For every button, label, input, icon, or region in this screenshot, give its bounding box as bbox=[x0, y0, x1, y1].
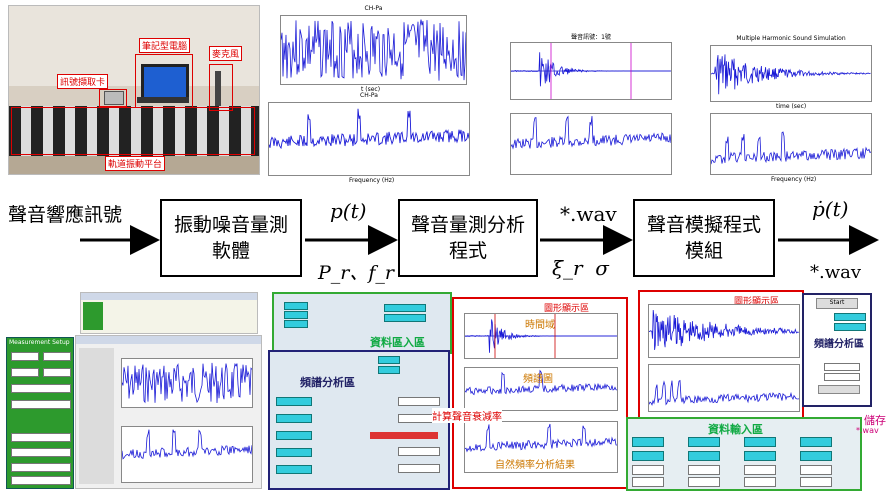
simulation-spectrum-panel: Start 頻譜分析區 bbox=[802, 293, 872, 407]
label-xi-sigma: ξ_r σ bbox=[552, 256, 609, 280]
box-analysis-program: 聲音量測分析程式 bbox=[398, 199, 538, 277]
decay-time-plot: 聲音訊號：1號 bbox=[510, 34, 672, 100]
label-p-dot-t: ṗ(t) bbox=[812, 197, 849, 221]
vibration-track bbox=[9, 106, 259, 158]
box-simulation-module: 聲音模擬程式模組 bbox=[633, 199, 775, 277]
scope-spectrum-svg bbox=[121, 429, 253, 460]
label-daq: 訊號擷取卡 bbox=[57, 74, 109, 89]
right-harmonic-svg bbox=[648, 309, 799, 350]
measurement-setup-panel: Measurement Setup bbox=[6, 337, 74, 489]
experiment-photo: 訊號擷取卡 筆記型電腦 麥克風 軌道振動平台 bbox=[8, 5, 260, 175]
decay-svg bbox=[510, 43, 671, 99]
time-signal-svg bbox=[280, 19, 467, 81]
box-measurement-software: 振動噪音量測軟體 bbox=[160, 199, 302, 277]
decay-spectrum-plot bbox=[510, 113, 672, 175]
flow-input-label: 聲音響應訊號 bbox=[8, 204, 123, 226]
top-spectrum-plot: CH-Pa Frequency (Hz) bbox=[268, 92, 470, 184]
label-wav-2: *.wav bbox=[810, 262, 862, 283]
harmonic-svg bbox=[711, 54, 871, 95]
right-input-label: 資料輸入區 bbox=[708, 423, 763, 436]
right-plot-area-label: 圖形顯示區 bbox=[734, 297, 780, 307]
scope-time-svg bbox=[121, 362, 253, 404]
right-spectrum-svg bbox=[648, 379, 800, 406]
decay-spectrum-svg bbox=[510, 115, 672, 150]
damping-label: 計算聲音衰減率 bbox=[432, 408, 502, 423]
mid-spectrum-svg bbox=[464, 369, 618, 396]
label-p-t: p(t) bbox=[330, 199, 367, 223]
simulation-plot-panel: 圖形顯示區 bbox=[638, 290, 804, 419]
mid-time-domain-label: 時間域 bbox=[525, 320, 555, 331]
top-time-plot: CH-Pa t (sec) bbox=[280, 5, 467, 93]
mid-plot-area-label: 圖形顯示區 bbox=[544, 304, 590, 314]
spectrum-area-label: 頻譜分析區 bbox=[300, 376, 355, 389]
sim-button-1[interactable] bbox=[818, 385, 860, 394]
table-window bbox=[80, 292, 258, 334]
harmonic-time-plot: Multiple Harmonic Sound Simulation time … bbox=[710, 35, 872, 110]
simulation-input-panel: 資料輸入區 bbox=[626, 417, 862, 491]
label-laptop: 筆記型電腦 bbox=[139, 38, 191, 53]
mid-spectrum-label: 頻譜圖 bbox=[523, 374, 553, 385]
label-pr-fr: P_r、f_r bbox=[318, 262, 394, 284]
label-track: 軌道振動平台 bbox=[105, 156, 166, 171]
mid-natural-label: 自然頻率分析結果 bbox=[495, 460, 575, 471]
start-button[interactable]: Start bbox=[816, 298, 858, 309]
harmonic-spectrum-svg bbox=[710, 131, 872, 165]
spectrum-analysis-panel: 頻譜分析區 bbox=[268, 350, 450, 490]
right-spectrum-label: 頻譜分析區 bbox=[814, 339, 864, 350]
store-label: 儲存 bbox=[864, 414, 886, 427]
analysis-plot-panel: 圖形顯示區 時間域 頻譜圖 自然頻率分析結果 bbox=[452, 297, 628, 489]
analysis-input-panel: 資料區入區 bbox=[272, 292, 452, 354]
store-ext-label: *.wav bbox=[856, 426, 879, 435]
scope-window bbox=[75, 335, 262, 489]
label-wav-1: *.wav bbox=[560, 202, 617, 226]
harmonic-spectrum-plot: Frequency (Hz) bbox=[710, 113, 872, 183]
mid-natural-svg bbox=[464, 423, 618, 453]
label-mic: 麥克風 bbox=[209, 46, 243, 61]
input-area-label: 資料區入區 bbox=[370, 336, 425, 349]
spectrum-svg bbox=[268, 108, 470, 150]
mid-decay-svg bbox=[464, 314, 617, 358]
